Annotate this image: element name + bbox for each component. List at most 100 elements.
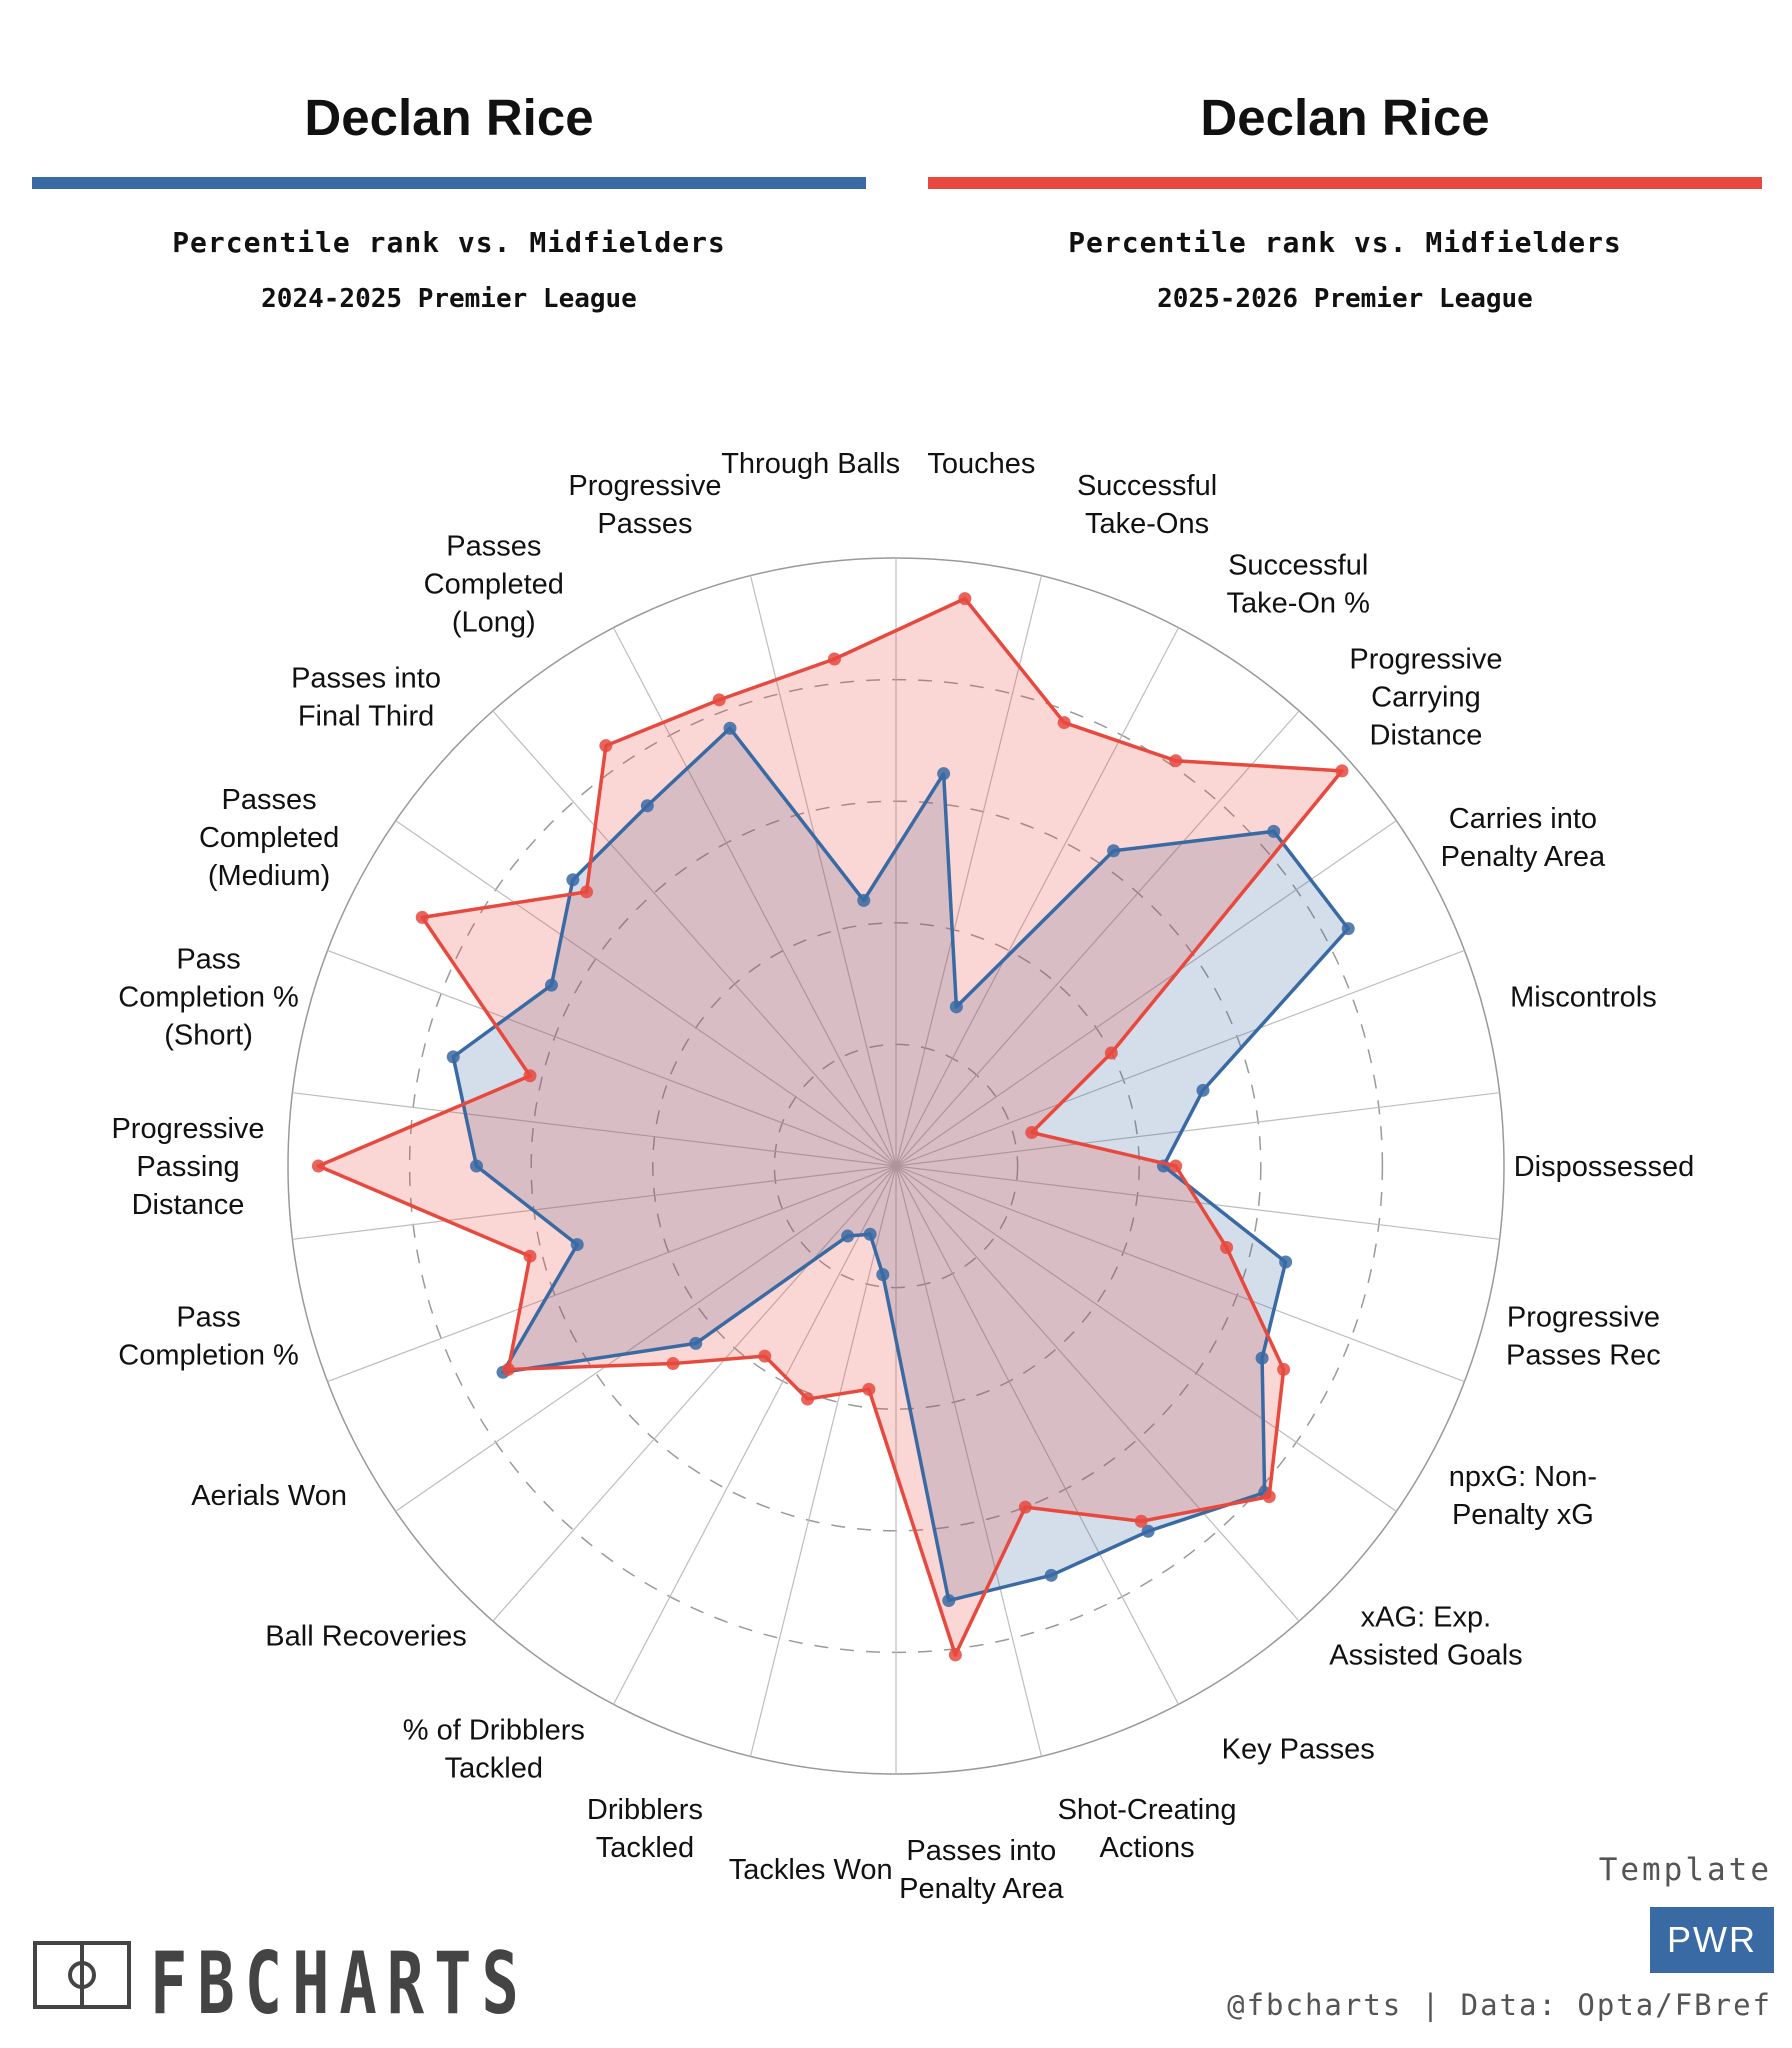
axis-label: Successful Take-Ons (1077, 470, 1217, 540)
series-1-point (1255, 1351, 1269, 1365)
axis-label: Progressive Passing Distance (111, 1113, 264, 1221)
series-2-point (1262, 1490, 1276, 1504)
radar-grid (287, 557, 1505, 1775)
axis-label: Aerials Won (191, 1480, 347, 1512)
template-label: Template (1598, 1852, 1772, 1888)
color-bar-right (928, 177, 1762, 189)
series-2-point (1220, 1240, 1234, 1254)
series-2-point (501, 1362, 515, 1376)
grid-spoke (395, 1165, 897, 1512)
series-2-point (712, 693, 726, 707)
series-2-point (801, 1392, 815, 1406)
series-1-point (469, 1159, 483, 1173)
axis-label: Passes into Final Third (291, 663, 441, 733)
grid-spoke (895, 1092, 1500, 1167)
grid-spoke (895, 627, 1180, 1167)
season-left: 2024-2025 Premier League (261, 284, 637, 314)
series-2-point (1277, 1362, 1291, 1376)
axis-label: Progressive Carrying Distance (1349, 644, 1502, 752)
series-2-point (862, 1382, 876, 1396)
axis-label: Carries into Penalty Area (1441, 803, 1606, 873)
axis-label: Shot-Creating Actions (1058, 1794, 1237, 1864)
subtitle-right: Percentile rank vs. Midfielders (1068, 226, 1622, 259)
axis-label: Progressive Passes Rec (1506, 1301, 1661, 1371)
subtitle-left: Percentile rank vs. Midfielders (172, 226, 726, 259)
axis-label: % of Dribblers Tackled (403, 1715, 585, 1785)
series-2-point (599, 739, 613, 753)
grid-spoke (895, 710, 1300, 1167)
grid-spoke (895, 1165, 1465, 1383)
axis-label: Miscontrols (1510, 982, 1657, 1014)
series-2-point (948, 1648, 962, 1662)
series-1-point (566, 873, 580, 887)
grid-spoke (895, 1165, 1397, 1512)
axis-label: Passes into Penalty Area (899, 1835, 1064, 1905)
series-1-point (1141, 1524, 1155, 1538)
grid-spoke (327, 1165, 897, 1383)
series-1-point (446, 1050, 460, 1064)
grid-spoke (612, 1165, 897, 1705)
grid-spoke (895, 575, 1043, 1167)
grid-spoke (327, 949, 897, 1167)
pitch-logo-icon (33, 1941, 131, 2009)
grid-spoke (395, 820, 897, 1167)
grid-spoke (749, 1165, 897, 1757)
series-2-point (1025, 1126, 1039, 1140)
series-2-point (1057, 716, 1071, 730)
series-1-point (937, 767, 951, 781)
series-1-point (949, 1000, 963, 1014)
player-name-left: Declan Rice (304, 89, 594, 146)
axis-label: Key Passes (1222, 1734, 1375, 1766)
grid-spoke (612, 627, 897, 1167)
series-1-point (1279, 1255, 1293, 1269)
series-2-point (1134, 1514, 1148, 1528)
player-name-right: Declan Rice (1200, 89, 1490, 146)
series-1-point (1044, 1568, 1058, 1582)
series-2-point (758, 1349, 772, 1363)
series-2-point (1169, 754, 1183, 768)
series-1-point (841, 1229, 855, 1243)
series-2-point (523, 1249, 537, 1263)
series-1-point (857, 893, 871, 907)
axis-label: Progressive Passes (568, 470, 721, 540)
grid-spoke (895, 1165, 1300, 1622)
grid-spoke (895, 820, 1397, 1167)
series-1-point (942, 1594, 956, 1608)
series-2-area (318, 598, 1342, 1655)
grid-spoke (749, 575, 897, 1167)
axis-label: Passes Completed (Medium) (199, 784, 339, 892)
radar-series (311, 592, 1355, 1662)
grid-spoke (492, 710, 897, 1167)
data-credit: @fbcharts | Data: Opta/FBref (1227, 1988, 1772, 2022)
axis-label: xAG: Exp. Assisted Goals (1329, 1601, 1522, 1671)
series-1-point (544, 978, 558, 992)
grid-spoke (292, 1165, 897, 1240)
series-1-point (1341, 922, 1355, 936)
series-2-point (1104, 1046, 1118, 1060)
axis-label: Pass Completion % (118, 1301, 299, 1371)
series-2-point (666, 1357, 680, 1371)
series-1-point (1196, 1083, 1210, 1097)
axis-label: Through Balls (721, 448, 900, 480)
series-1-point (876, 1268, 890, 1282)
series-1-point (640, 799, 654, 813)
series-1-point (1107, 844, 1121, 858)
series-2-point (311, 1159, 325, 1173)
series-2-point (415, 910, 429, 924)
series-1-point (570, 1238, 584, 1252)
brand-logo-text: FBCHARTS (150, 1934, 529, 2034)
series-2-point (958, 592, 972, 606)
grid-spoke (895, 1165, 1180, 1705)
axis-label: Dispossessed (1514, 1151, 1695, 1183)
series-2-point (580, 885, 594, 899)
series-2-point (523, 1069, 537, 1083)
series-1-point (863, 1227, 877, 1241)
axis-label: npxG: Non-Penalty xG (1449, 1461, 1597, 1531)
series-2-point (1335, 764, 1349, 778)
series-1-point (723, 721, 737, 735)
series-2-point (1018, 1500, 1032, 1514)
axis-label: Pass Completion % (Short) (118, 944, 299, 1052)
grid-spoke (895, 949, 1465, 1167)
season-right: 2025-2026 Premier League (1157, 284, 1533, 314)
